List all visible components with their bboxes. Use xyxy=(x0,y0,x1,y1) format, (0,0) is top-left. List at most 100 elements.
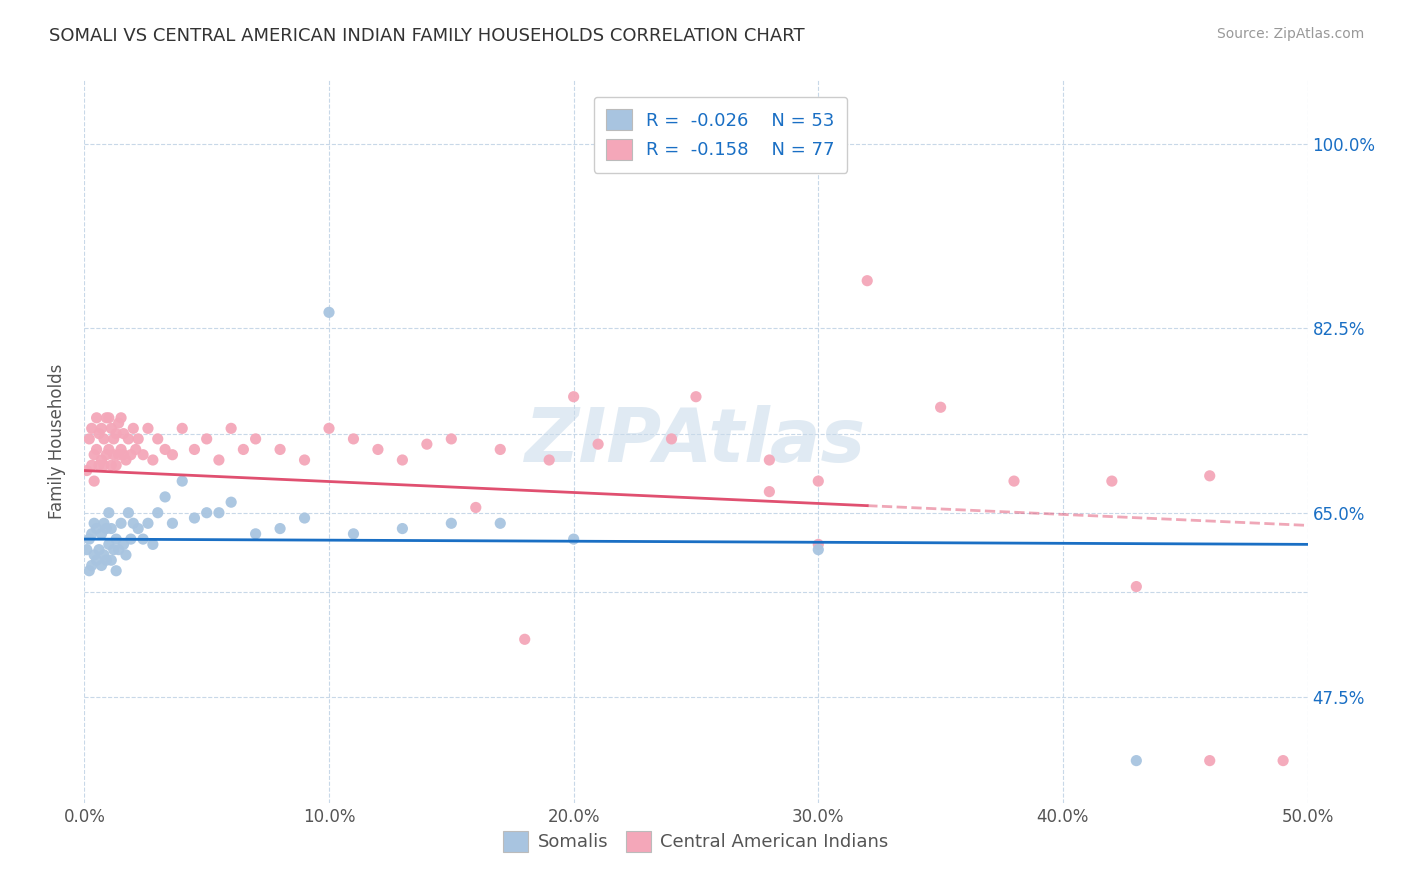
Point xyxy=(269,442,291,457)
Point xyxy=(172,421,194,435)
Point xyxy=(208,453,231,467)
Point xyxy=(142,537,165,551)
Point xyxy=(440,432,463,446)
Point xyxy=(127,432,149,446)
Legend: Somalis, Central American Indians: Somalis, Central American Indians xyxy=(496,823,896,859)
Point xyxy=(100,458,122,473)
Point xyxy=(342,432,364,446)
Point xyxy=(538,453,561,467)
Point xyxy=(87,426,110,441)
Point xyxy=(219,421,242,435)
Point xyxy=(110,516,132,531)
Point xyxy=(367,442,389,457)
Point xyxy=(86,442,108,457)
Point xyxy=(391,522,413,536)
Point xyxy=(93,432,115,446)
Point xyxy=(83,516,105,531)
Point xyxy=(245,526,267,541)
Point xyxy=(661,432,683,446)
Point xyxy=(77,564,100,578)
Text: ZIPAtlas: ZIPAtlas xyxy=(526,405,866,478)
Point xyxy=(107,542,129,557)
Point xyxy=(183,442,205,457)
Point xyxy=(136,516,159,531)
Point xyxy=(318,421,340,435)
Point xyxy=(115,548,138,562)
Point xyxy=(513,632,536,647)
Point xyxy=(120,532,142,546)
Point xyxy=(1002,474,1025,488)
Point xyxy=(562,532,585,546)
Point xyxy=(489,516,512,531)
Point xyxy=(103,448,125,462)
Point xyxy=(103,432,125,446)
Point xyxy=(80,526,103,541)
Point xyxy=(112,448,135,462)
Point xyxy=(1272,754,1295,768)
Point xyxy=(208,506,231,520)
Point xyxy=(110,442,132,457)
Point xyxy=(318,305,340,319)
Point xyxy=(90,453,112,467)
Point xyxy=(105,426,128,441)
Point xyxy=(758,484,780,499)
Point xyxy=(96,522,118,536)
Point xyxy=(153,442,176,457)
Point xyxy=(440,516,463,531)
Point xyxy=(127,522,149,536)
Point xyxy=(105,458,128,473)
Point xyxy=(93,548,115,562)
Point xyxy=(97,506,120,520)
Point xyxy=(105,532,128,546)
Point xyxy=(120,448,142,462)
Point xyxy=(172,474,194,488)
Point xyxy=(489,442,512,457)
Point xyxy=(294,453,316,467)
Point xyxy=(562,390,585,404)
Point xyxy=(122,421,145,435)
Point xyxy=(195,432,218,446)
Point xyxy=(1101,474,1123,488)
Point xyxy=(117,432,139,446)
Point xyxy=(87,458,110,473)
Point xyxy=(162,448,184,462)
Point xyxy=(90,558,112,573)
Point xyxy=(96,410,118,425)
Point xyxy=(294,511,316,525)
Point xyxy=(132,532,155,546)
Point xyxy=(807,537,830,551)
Point xyxy=(86,522,108,536)
Point xyxy=(342,526,364,541)
Y-axis label: Family Households: Family Households xyxy=(48,364,66,519)
Point xyxy=(97,442,120,457)
Point xyxy=(195,506,218,520)
Point xyxy=(146,506,169,520)
Point xyxy=(96,553,118,567)
Point xyxy=(586,437,609,451)
Point xyxy=(100,553,122,567)
Point xyxy=(117,506,139,520)
Point xyxy=(80,421,103,435)
Point xyxy=(219,495,242,509)
Point xyxy=(90,421,112,435)
Point xyxy=(90,526,112,541)
Point xyxy=(96,448,118,462)
Point xyxy=(83,448,105,462)
Point xyxy=(1125,754,1147,768)
Point xyxy=(97,410,120,425)
Point xyxy=(105,564,128,578)
Point xyxy=(269,522,291,536)
Point xyxy=(107,448,129,462)
Point xyxy=(93,458,115,473)
Point xyxy=(77,432,100,446)
Point xyxy=(110,410,132,425)
Point xyxy=(115,453,138,467)
Point xyxy=(100,522,122,536)
Point xyxy=(83,548,105,562)
Point xyxy=(416,437,439,451)
Point xyxy=(1198,754,1220,768)
Point xyxy=(97,537,120,551)
Point xyxy=(80,558,103,573)
Point xyxy=(107,416,129,430)
Point xyxy=(856,274,879,288)
